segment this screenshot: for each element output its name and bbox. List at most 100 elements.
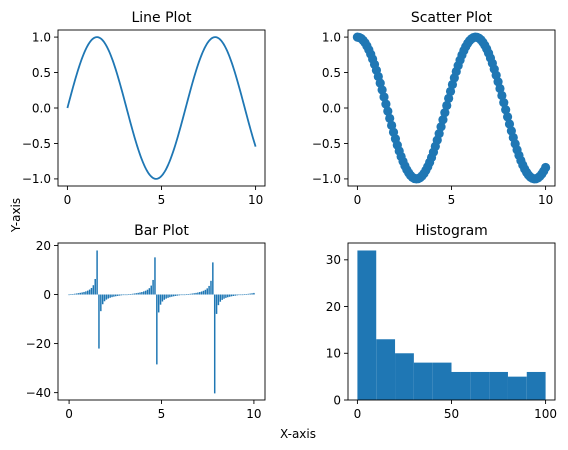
scatter-point — [383, 106, 393, 116]
bar-mark — [152, 279, 154, 295]
bar-mark — [98, 294, 100, 349]
bar-mark — [146, 289, 149, 295]
bar-mark — [68, 294, 70, 296]
histogram-bin — [470, 371, 490, 400]
scatter-panel: Scatter Plot 0 5 10 1.0 0.5 0.0 −0.5 −1.0 — [312, 10, 556, 207]
histogram-bin — [357, 250, 377, 400]
bar-mark — [72, 294, 74, 295]
bar-title: Bar Plot — [134, 223, 189, 239]
bar-mark — [124, 294, 126, 296]
bar-mark — [243, 294, 246, 295]
line-xtick-label: 0 — [64, 193, 72, 207]
bar-mark — [199, 292, 201, 295]
bar-mark — [70, 294, 72, 295]
bar-mark — [251, 293, 253, 295]
bar-panel: Bar Plot 0 5 10 20 0 −20 −40 — [26, 223, 266, 421]
bar-mark — [247, 293, 250, 295]
bar-mark — [133, 293, 136, 295]
line-ytick-label: −1.0 — [22, 172, 51, 186]
bar-mark — [225, 294, 227, 298]
bar-mark — [156, 294, 158, 365]
bar-mark — [197, 292, 199, 295]
bar-mark — [150, 285, 152, 295]
figure-xlabel: X-axis — [280, 427, 316, 441]
bar-ytick-label: −40 — [26, 386, 51, 400]
scatter-point — [436, 122, 446, 132]
histogram-bin — [432, 362, 452, 400]
bar-mark — [240, 294, 242, 296]
bar-mark — [92, 285, 95, 295]
bar-mark — [120, 294, 123, 296]
bar-mark — [165, 294, 167, 299]
bar-ytick-label: −20 — [26, 337, 51, 351]
figure-ylabel: Y-axis — [9, 198, 23, 233]
bar-mark — [113, 294, 115, 297]
histogram-bin — [526, 371, 546, 400]
bar-mark — [167, 294, 169, 298]
scatter-title: Scatter Plot — [411, 10, 493, 26]
bar-mark — [101, 294, 104, 305]
bar-mark — [185, 294, 188, 295]
scatter-point — [442, 100, 452, 111]
scatter-ytick-label: 1.0 — [322, 30, 341, 44]
histogram-bin — [489, 371, 508, 400]
bar-axes-frame — [57, 242, 266, 401]
bar-mark — [253, 292, 255, 295]
bar-mark — [176, 294, 179, 296]
bar-mark — [217, 294, 220, 306]
bar-mark — [228, 294, 231, 297]
scatter-ytick-label: −0.5 — [312, 137, 341, 151]
bar-mark — [115, 294, 117, 297]
line-ytick-label: 1.0 — [32, 30, 51, 44]
scatter-point — [440, 108, 450, 118]
line-axes-frame — [57, 29, 266, 187]
scatter-xtick-label: 5 — [448, 193, 456, 207]
bar-mark — [236, 294, 238, 296]
bar-mark — [227, 294, 229, 298]
bar-mark — [195, 292, 197, 295]
bar-mark — [232, 294, 235, 296]
bar-mark — [219, 294, 222, 302]
line-ytick-label: 0.5 — [32, 66, 51, 80]
bar-mark — [204, 289, 207, 295]
line-xtick-label: 5 — [158, 193, 166, 207]
scatter-point — [377, 85, 387, 95]
bar-mark — [129, 294, 132, 295]
hist-ytick-label: 10 — [326, 347, 341, 361]
bar-mark — [126, 294, 128, 296]
bar-ytick-label: 0 — [43, 288, 51, 302]
scatter-point — [495, 83, 505, 94]
scatter-point — [385, 113, 395, 123]
bar-mark — [249, 293, 251, 295]
bar-mark — [202, 290, 205, 295]
bar-mark — [87, 290, 89, 295]
hist-panel: Histogram 0 50 100 0 10 20 30 — [326, 223, 557, 421]
histogram-bin — [376, 339, 396, 400]
scatter-plot-area — [352, 32, 551, 184]
bar-mark — [171, 294, 173, 297]
bar-mark — [180, 294, 182, 296]
line-ytick-label: −0.5 — [22, 137, 51, 151]
hist-ytick-label: 0 — [333, 393, 341, 407]
bar-mark — [157, 294, 160, 313]
bar-plot-area — [68, 250, 255, 394]
bar-mark — [107, 294, 110, 299]
bar-mark — [208, 285, 210, 295]
scatter-point — [381, 99, 391, 109]
bar-mark — [163, 294, 166, 300]
histogram-bin — [413, 362, 433, 400]
line-ytick-label: 0.0 — [32, 101, 51, 115]
bar-mark — [172, 294, 175, 297]
bar-mark — [122, 294, 124, 296]
bar-mark — [75, 293, 78, 295]
bar-mark — [77, 293, 80, 295]
scatter-point — [499, 98, 509, 108]
bar-mark — [161, 294, 164, 302]
bar-mark — [100, 294, 102, 312]
bar-mark — [241, 294, 244, 296]
scatter-point — [379, 92, 389, 102]
hist-title: Histogram — [415, 223, 488, 239]
hist-plot-area — [357, 250, 546, 400]
bar-mark — [79, 292, 82, 295]
bar-mark — [109, 294, 111, 298]
